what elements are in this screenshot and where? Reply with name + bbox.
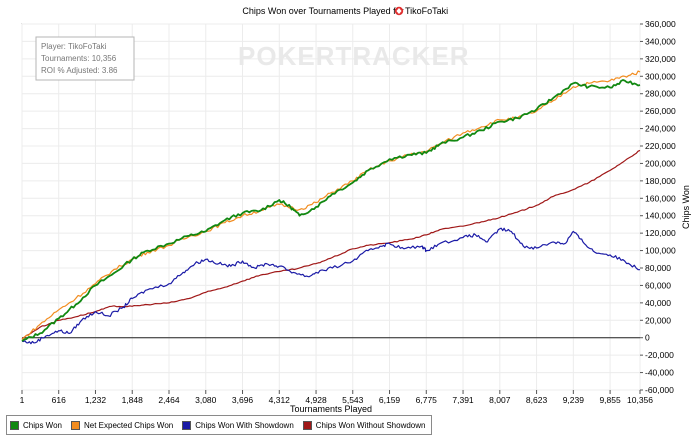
legend-label: Chips Won Without Showdown xyxy=(315,420,426,430)
y-tick-label: 180,000 xyxy=(645,176,676,186)
y-tick-label: -40,000 xyxy=(645,368,674,378)
legend-label: Chips Won With Showdown xyxy=(195,420,294,430)
x-tick-label: 6,775 xyxy=(416,395,438,405)
legend-item: Chips Won xyxy=(7,416,68,434)
y-tick-label: 260,000 xyxy=(645,106,676,116)
legend-swatch xyxy=(182,420,192,430)
y-tick-label: 360,000 xyxy=(645,19,676,29)
y-tick-label: -20,000 xyxy=(645,350,674,360)
y-tick-label: 220,000 xyxy=(645,141,676,151)
info-box-line: Player: TikoFoTaki xyxy=(41,42,107,51)
chart-title-player: TikoFoTaki xyxy=(405,6,448,16)
y-tick-label: 240,000 xyxy=(645,124,676,134)
y-tick-label: 300,000 xyxy=(645,71,676,81)
x-tick-label: 9,855 xyxy=(599,395,621,405)
legend-item: Chips Won Without Showdown xyxy=(300,416,432,434)
chart-title: Chips Won over Tournaments Played for xyxy=(242,6,403,16)
legend-item: Chips Won With Showdown xyxy=(179,416,300,434)
x-tick-label: 8,623 xyxy=(526,395,548,405)
x-tick-label: 1,232 xyxy=(85,395,107,405)
y-tick-label: 160,000 xyxy=(645,193,676,203)
y-tick-label: 0 xyxy=(645,333,650,343)
x-tick-label: 3,080 xyxy=(195,395,217,405)
x-tick-label: 8,007 xyxy=(489,395,511,405)
y-tick-label: 60,000 xyxy=(645,280,671,290)
series-line-chips-won xyxy=(21,79,641,342)
x-tick-label: 1 xyxy=(20,395,25,405)
info-box-frame xyxy=(35,36,135,81)
y-tick-label: 20,000 xyxy=(645,315,671,325)
legend-swatch xyxy=(70,420,80,430)
watermark: POKERTRACKER xyxy=(238,41,470,71)
legend-swatch xyxy=(302,420,312,430)
pokertracker-logo-icon xyxy=(394,6,404,16)
legend-label: Chips Won xyxy=(23,420,62,430)
x-tick-label: 7,391 xyxy=(452,395,474,405)
y-tick-label: 80,000 xyxy=(645,263,671,273)
x-tick-label: 1,848 xyxy=(122,395,144,405)
x-tick-label: 10,356 xyxy=(627,395,653,405)
legend-swatch xyxy=(10,420,19,430)
y-tick-label: 340,000 xyxy=(645,36,676,46)
x-tick-label: 6,159 xyxy=(379,395,401,405)
y-tick-label: 140,000 xyxy=(645,211,676,221)
legend-item: Net Expected Chips Won xyxy=(68,416,179,434)
x-tick-label: 9,239 xyxy=(563,395,585,405)
y-tick-label: 280,000 xyxy=(645,89,676,99)
chart-title-text: Chips Won over Tournaments Played for xyxy=(242,6,403,16)
x-tick-label: 5,543 xyxy=(342,395,364,405)
y-tick-label: 100,000 xyxy=(645,246,676,256)
legend: Chips Won Net Expected Chips Won Chips Won… xyxy=(6,415,433,435)
x-axis-label: Tournaments Played xyxy=(290,404,372,414)
y-tick-label: 40,000 xyxy=(645,298,671,308)
y-axis: -60,000 -40,000 -20,000 0 20,000 40,000 60,000… xyxy=(640,19,676,395)
info-box: Player: TikoFoTaki Tournaments: 10,356 ROI… xyxy=(35,36,135,81)
y-tick-label: 120,000 xyxy=(645,228,676,238)
series-layer xyxy=(21,70,641,345)
info-box-line: Tournaments: 10,356 xyxy=(41,54,117,63)
x-tick-label: 3,696 xyxy=(232,395,254,405)
info-box-line: ROI % Adjusted: 3.86 xyxy=(41,66,118,75)
x-tick-label: 4,928 xyxy=(305,395,327,405)
y-tick-label: 200,000 xyxy=(645,158,676,168)
x-tick-label: 4,312 xyxy=(269,395,291,405)
y-tick-label: 320,000 xyxy=(645,54,676,64)
legend-label: Net Expected Chips Won xyxy=(83,420,174,430)
x-tick-label: 616 xyxy=(52,395,66,405)
x-axis: 1 616 1,232 1,848 2,464 3,080 3,696 4,312 4,928 5… xyxy=(20,390,653,405)
y-axis-label: Chips Won xyxy=(681,185,691,229)
x-tick-label: 2,464 xyxy=(158,395,180,405)
series-line-chips-won-with-showdown xyxy=(21,227,641,345)
y-tick-label: -60,000 xyxy=(645,385,674,395)
